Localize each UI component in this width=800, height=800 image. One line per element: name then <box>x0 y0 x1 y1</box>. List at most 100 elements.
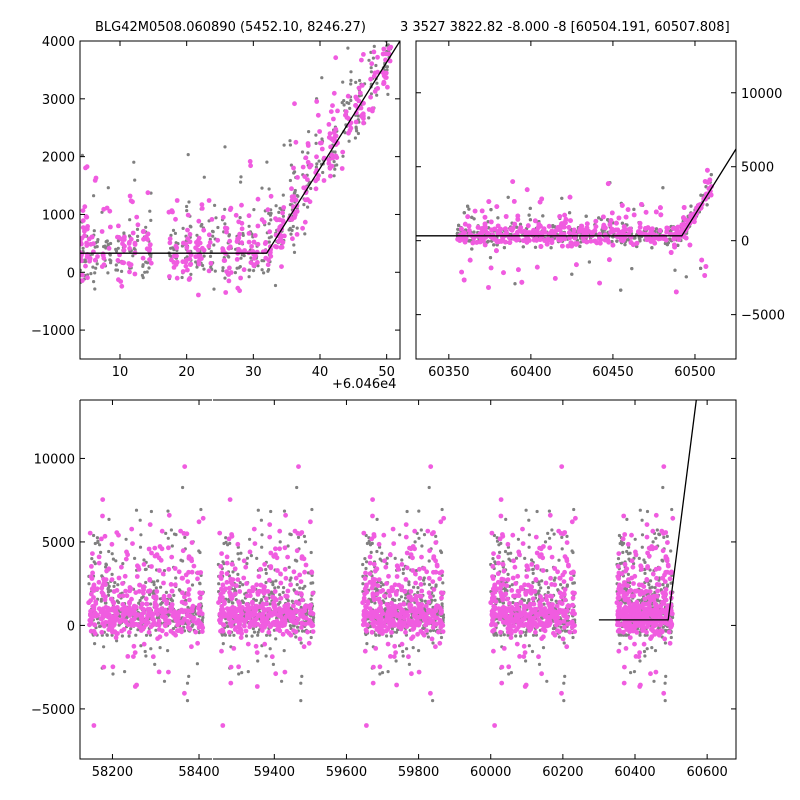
gray-data-point <box>537 662 542 667</box>
gray-data-point <box>416 590 420 595</box>
gray-data-point <box>138 545 143 549</box>
magenta-data-point <box>247 159 253 164</box>
gray-data-point <box>506 552 510 556</box>
gray-data-point <box>252 269 256 273</box>
gray-data-point <box>314 133 318 137</box>
gray-data-point <box>434 534 438 539</box>
gray-data-point <box>149 602 153 606</box>
magenta-data-point <box>343 109 349 115</box>
gray-data-point <box>140 273 144 277</box>
gray-data-point <box>422 576 426 580</box>
gray-data-point <box>610 240 614 244</box>
magenta-data-point <box>303 155 309 161</box>
gray-data-point <box>281 590 285 595</box>
magenta-data-point <box>99 536 104 542</box>
magenta-data-point <box>293 197 299 203</box>
magenta-data-point <box>652 240 658 246</box>
gray-data-point <box>341 154 345 158</box>
gray-data-point <box>650 246 654 250</box>
gray-data-point <box>202 267 206 271</box>
gray-data-point <box>252 208 256 212</box>
gray-data-point <box>271 583 275 587</box>
magenta-data-point <box>628 240 634 245</box>
magenta-data-point <box>368 76 373 82</box>
magenta-data-point <box>223 290 229 295</box>
gray-data-point <box>653 586 657 590</box>
magenta-data-point <box>455 236 461 242</box>
x-tick-label: 60500 <box>674 365 715 380</box>
gray-data-point <box>422 533 427 537</box>
gray-data-point <box>93 562 97 566</box>
magenta-data-point <box>477 239 483 245</box>
gray-data-point <box>405 509 409 514</box>
magenta-data-point <box>461 277 467 283</box>
magenta-data-point <box>239 226 245 232</box>
gray-data-point <box>670 507 674 512</box>
magenta-data-point <box>315 176 320 182</box>
magenta-data-point <box>466 228 472 233</box>
gray-data-point <box>552 532 556 536</box>
magenta-data-point <box>538 244 544 249</box>
magenta-data-point <box>381 46 387 52</box>
magenta-data-point <box>251 239 257 245</box>
magenta-data-point <box>99 264 105 269</box>
magenta-data-point <box>141 228 146 234</box>
magenta-data-point <box>702 273 708 278</box>
gray-data-point <box>371 56 375 60</box>
magenta-data-point <box>537 223 543 229</box>
gray-data-point <box>250 634 254 638</box>
magenta-data-point <box>194 240 199 245</box>
magenta-data-point <box>255 260 260 265</box>
magenta-data-point <box>566 225 572 230</box>
gray-data-point <box>217 582 221 586</box>
gray-data-point <box>439 550 444 555</box>
gray-data-point <box>95 262 99 266</box>
gray-data-point <box>222 562 226 566</box>
gray-data-point <box>507 672 511 676</box>
magenta-data-point <box>627 227 633 233</box>
gray-data-point <box>635 244 639 249</box>
gray-data-point <box>489 208 493 212</box>
magenta-data-point <box>119 236 124 242</box>
magenta-data-point <box>147 242 153 248</box>
gray-data-point <box>277 210 281 214</box>
gray-data-point <box>420 544 424 548</box>
gray-data-point <box>386 92 390 96</box>
gray-data-point <box>120 634 124 638</box>
magenta-data-point <box>289 186 294 192</box>
magenta-data-point <box>255 223 261 229</box>
gray-data-point <box>654 227 659 231</box>
magenta-data-point <box>107 208 113 214</box>
y-tick-label: 3000 <box>42 93 75 108</box>
gray-data-point <box>180 275 184 280</box>
model-line <box>416 148 736 237</box>
gray-data-point <box>201 615 205 620</box>
magenta-data-point <box>381 73 387 79</box>
magenta-data-point <box>206 198 212 203</box>
magenta-data-point <box>586 229 592 234</box>
gray-data-point <box>289 163 293 167</box>
gray-data-point <box>256 630 260 634</box>
gray-data-point <box>156 579 160 583</box>
gray-data-point <box>647 583 651 587</box>
gray-data-point <box>278 206 282 210</box>
gray-data-point <box>181 485 185 490</box>
magenta-data-point <box>196 261 202 267</box>
magenta-data-point <box>703 264 709 269</box>
gray-data-point <box>92 280 96 284</box>
magenta-data-point <box>366 107 372 112</box>
gray-data-point <box>127 634 131 638</box>
gray-data-point <box>661 186 665 190</box>
gray-data-point <box>212 287 216 291</box>
gray-data-point <box>94 266 98 270</box>
magenta-data-point <box>123 556 129 562</box>
gray-data-point <box>540 579 544 583</box>
gray-data-point <box>385 35 388 38</box>
gray-data-point <box>149 509 153 514</box>
gray-data-point <box>302 534 306 539</box>
gray-data-point <box>496 216 500 220</box>
gray-data-point <box>361 562 365 567</box>
magenta-data-point <box>552 276 558 281</box>
gray-data-point <box>514 634 518 638</box>
magenta-data-point <box>317 129 322 134</box>
